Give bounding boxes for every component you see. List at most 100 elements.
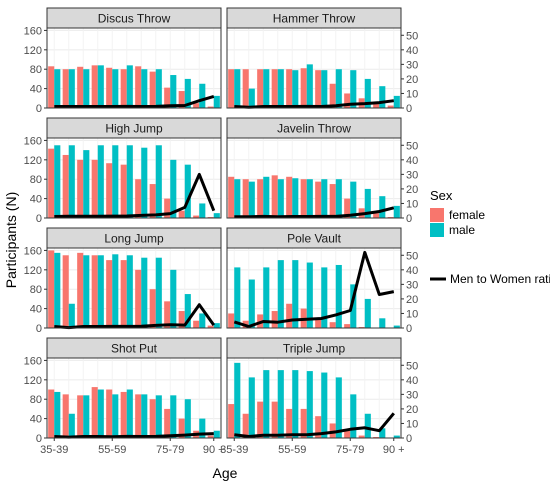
bar-male [277, 179, 284, 218]
bar-male [248, 88, 255, 108]
facet-panel: High Jump 0 40 80 120 160 [24, 117, 222, 225]
panel-border [46, 357, 222, 439]
bar-male [112, 69, 119, 108]
y-tick-label: 80 [30, 174, 42, 186]
panel-border [46, 247, 222, 329]
bar-female [149, 71, 156, 108]
bar-male [170, 395, 177, 438]
panel-title: Triple Jump [283, 342, 346, 356]
bar-male [155, 69, 162, 108]
bar-female [106, 67, 113, 108]
facet-panel: Shot Put 0 40 80 120 160 35-39 55-59 75-79 90 + [24, 337, 225, 456]
bar-male [306, 64, 313, 108]
bar-male [54, 145, 61, 218]
bar-male [306, 179, 313, 218]
bar-female [271, 69, 278, 108]
y-tick-label: 0 [36, 103, 42, 115]
y-tick-label: 160 [24, 245, 42, 257]
bar-female [77, 252, 84, 328]
facet-panel: Hammer Throw 0 10 20 30 40 50 [226, 7, 418, 115]
bar-female [135, 394, 142, 438]
legend: Sex female male Men to Women ratio [430, 188, 550, 286]
bar-male [170, 269, 177, 328]
bar-female [178, 311, 185, 328]
bar-male [321, 179, 328, 218]
y-tick-label: 40 [30, 414, 42, 426]
y2-tick-label: 40 [406, 45, 418, 57]
bar-female [344, 324, 351, 328]
panel-background [227, 358, 401, 438]
bar-female [228, 313, 235, 328]
bar-female [286, 408, 293, 438]
ratio-line [54, 303, 216, 330]
bar-female [242, 413, 249, 438]
bar-male [393, 205, 400, 218]
bar-female [193, 103, 200, 108]
bar-female [149, 399, 156, 438]
x-tick-label: 35-39 [220, 444, 248, 456]
bar-male [248, 377, 255, 438]
y2-tick-label: 30 [406, 169, 418, 181]
panel-title: Javelin Throw [277, 122, 351, 136]
bar-female [373, 213, 380, 218]
y-tick-label: 80 [30, 64, 42, 76]
bar-male [379, 196, 386, 218]
bar-female [106, 389, 113, 438]
bar-female [178, 418, 185, 438]
panel-title: High Jump [105, 122, 163, 136]
bar-female [120, 260, 127, 328]
bar-male [213, 213, 220, 218]
bar-male [393, 325, 400, 328]
bar-male [83, 150, 90, 218]
y2-tick-label: 40 [406, 265, 418, 277]
bar-male [292, 70, 299, 108]
x-axis-title: Age [213, 465, 238, 481]
bar-male [199, 418, 206, 438]
facet-panel: Discus Throw 0 40 80 120 160 [24, 7, 222, 115]
bar-male [263, 176, 270, 218]
bar-female [228, 404, 235, 438]
bar-female [387, 105, 394, 108]
panel-title: Hammer Throw [273, 12, 356, 26]
bar-male [97, 255, 104, 328]
y2-tick-label: 0 [406, 103, 412, 115]
bar-male [350, 70, 357, 108]
bar-female [315, 181, 322, 218]
bar-female [373, 102, 380, 108]
x-tick-label: 75-79 [156, 444, 184, 456]
y2-tick-label: 30 [406, 279, 418, 291]
bar-male [379, 428, 386, 438]
y-tick-label: 0 [36, 323, 42, 335]
bar-female [48, 250, 55, 328]
facet-panel: Pole Vault 0 10 20 30 40 50 [226, 227, 418, 335]
bar-male [97, 389, 104, 438]
bar-male [277, 370, 284, 438]
ratio-line [54, 432, 214, 439]
legend-female-swatch [430, 208, 444, 222]
x-tick-label: 90 + [383, 444, 405, 456]
bar-male [170, 75, 177, 108]
bar-female [135, 269, 142, 328]
bar-male [364, 78, 371, 108]
bar-female [48, 389, 55, 438]
y-tick-label: 40 [30, 304, 42, 316]
y-tick-label: 80 [30, 284, 42, 296]
x-tick-label: 35-39 [40, 444, 68, 456]
bar-male [321, 70, 328, 108]
y-tick-label: 160 [24, 25, 42, 37]
x-tick-label: 90 + [203, 444, 225, 456]
bar-female [77, 159, 84, 218]
y2-tick-label: 20 [406, 294, 418, 306]
facet-panel: Triple Jump 0 10 20 30 40 50 35-39 55-59 75-79 90 … [220, 337, 418, 456]
bar-male [306, 262, 313, 328]
y-tick-label: 0 [36, 433, 42, 445]
bar-male [83, 395, 90, 438]
bar-male [141, 394, 148, 438]
bar-male [350, 394, 357, 438]
ratio-line [234, 206, 395, 219]
bar-female [207, 325, 214, 328]
x-tick-label: 75-79 [336, 444, 364, 456]
bar-male [364, 413, 371, 438]
bar-female [91, 387, 98, 438]
